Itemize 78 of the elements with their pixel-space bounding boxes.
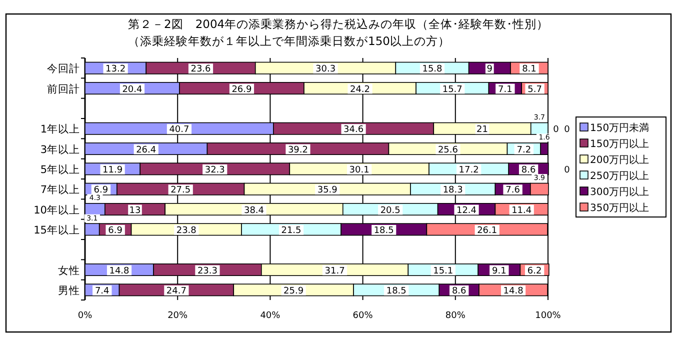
data-label: 26.4	[136, 145, 156, 156]
data-label: 0	[553, 125, 560, 136]
data-label: 6.2	[527, 266, 542, 276]
legend-label: 250万円以上	[590, 170, 650, 182]
x-tick-label: 80%	[445, 311, 466, 321]
data-label: 15.8	[422, 64, 443, 75]
data-label: 34.6	[344, 125, 364, 136]
data-label: 9	[486, 64, 493, 75]
data-label: 32.3	[204, 165, 225, 176]
data-label: 12.4	[456, 206, 477, 216]
data-label: 18.5	[386, 286, 406, 296]
data-label: 20.5	[380, 206, 400, 216]
data-label: 0	[564, 125, 570, 136]
legend-label: 200万円以上	[590, 154, 650, 166]
data-label: 14.8	[503, 286, 524, 296]
y-tick-label: 1年以上	[40, 122, 80, 136]
data-label: 5.7	[528, 84, 542, 95]
y-tick-label: 15年以上	[34, 223, 80, 236]
data-label: 27.5	[170, 186, 191, 196]
data-label: 21	[476, 125, 488, 136]
data-label: 13	[129, 206, 141, 216]
x-tick-label: 40%	[260, 311, 281, 321]
data-label: 0	[564, 165, 570, 176]
data-label: 7.2	[516, 145, 532, 156]
data-label: 26.1	[477, 226, 498, 236]
data-label: 18.3	[442, 186, 463, 196]
y-tick-label: 女性	[58, 264, 80, 277]
legend-label: 150万円未満	[590, 122, 650, 134]
data-label: 7.1	[498, 84, 512, 95]
y-tick-label: 今回計	[47, 62, 80, 76]
data-label: 23.8	[176, 226, 197, 236]
data-label: 8.6	[521, 165, 536, 176]
data-label: 35.9	[317, 186, 338, 196]
data-label: 20.4	[122, 84, 143, 95]
y-tick-label: 10年以上	[34, 203, 80, 216]
data-label: 18.5	[374, 226, 394, 236]
legend-label: 300万円以上	[590, 186, 650, 198]
data-label: 23.6	[190, 64, 212, 75]
data-label: 6.9	[108, 226, 123, 236]
data-label: 25.6	[438, 145, 458, 156]
y-tick-label: 5年以上	[40, 162, 80, 176]
legend-label: 350万円以上	[590, 202, 650, 214]
y-tick-label: 7年以上	[40, 183, 80, 196]
data-label: 24.2	[350, 84, 370, 95]
x-tick-label: 100%	[535, 311, 562, 321]
data-label: 39.2	[288, 145, 308, 156]
data-label: 30.1	[349, 165, 370, 176]
data-label: 7.4	[94, 286, 110, 296]
data-label: 13.2	[106, 64, 126, 75]
data-label: 21.5	[281, 226, 302, 236]
data-label: 40.7	[169, 125, 190, 136]
x-tick-label: 20%	[168, 311, 188, 321]
chart-title: 第２－2図 2004年の添乗業務から得た税込みの年収（全体･経験年数･性別）	[128, 17, 549, 31]
data-label: 11.4	[512, 206, 532, 216]
data-label: 9.1	[492, 266, 506, 276]
data-label: 11.9	[102, 165, 123, 176]
data-label: 6.9	[94, 186, 108, 196]
chart-subtitle: （添乗経験年数が１年以上で年間添乗日数が150以上の方）	[128, 34, 450, 48]
data-label: 8.6	[452, 286, 467, 296]
x-tick-label: 0%	[78, 311, 93, 321]
data-label: 24.7	[166, 286, 186, 296]
y-tick-label: 前回計	[47, 82, 80, 96]
y-tick-label: 3年以上	[40, 142, 80, 156]
data-label: 30.3	[316, 64, 336, 75]
data-label: 25.9	[284, 286, 304, 296]
data-label: 23.3	[197, 266, 218, 276]
data-label: 8.1	[522, 64, 536, 75]
data-label: 38.4	[244, 206, 264, 216]
x-tick-label: 60%	[352, 311, 374, 321]
y-tick-label: 男性	[58, 284, 80, 297]
data-label: 14.8	[109, 266, 130, 276]
data-label: 15.1	[433, 266, 454, 276]
data-label: 31.7	[324, 266, 345, 276]
data-label: 15.7	[442, 84, 462, 95]
data-label: 7.6	[506, 186, 520, 196]
data-label: 17.2	[458, 165, 479, 176]
data-label: 26.9	[232, 84, 252, 95]
legend-label: 150万円以上	[590, 138, 650, 150]
